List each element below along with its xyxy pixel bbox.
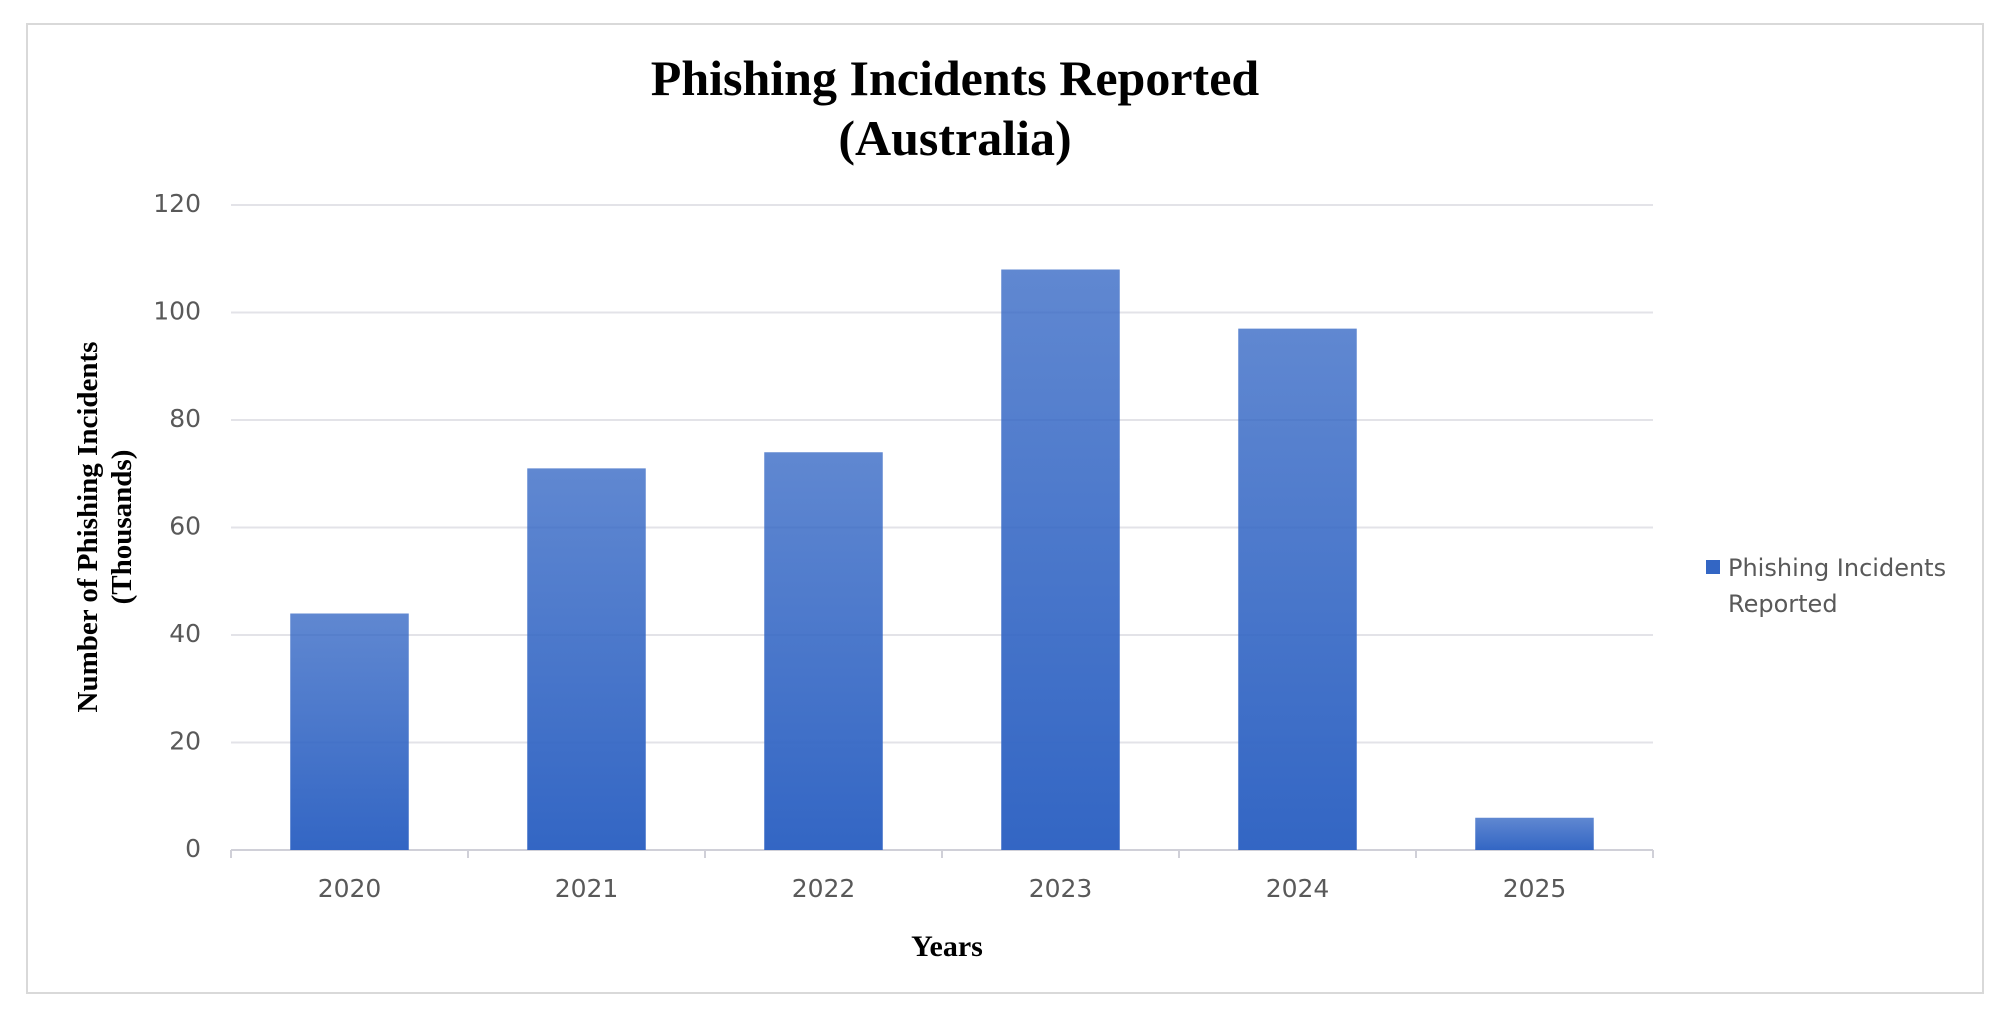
legend-swatch	[1706, 560, 1720, 574]
bar	[1475, 817, 1594, 850]
y-axis-title: Number of Phishing Incidents (Thousands)	[72, 341, 138, 713]
x-tick-label: 2022	[792, 874, 856, 903]
y-tick-label: 20	[169, 727, 201, 756]
x-tick-label: 2023	[1029, 874, 1093, 903]
y-tick-label: 80	[169, 404, 201, 433]
y-tick-label: 60	[169, 512, 201, 541]
bar	[1001, 269, 1120, 850]
bar	[764, 452, 883, 850]
x-tick-label: 2021	[555, 874, 619, 903]
legend: Phishing Incidents Reported	[1706, 550, 1966, 622]
bar	[290, 613, 409, 850]
bar	[1238, 328, 1357, 850]
y-tick-label: 100	[153, 297, 201, 326]
chart-title: Phishing Incidents Reported (Australia)	[650, 50, 1260, 166]
legend-label: Phishing Incidents Reported	[1728, 554, 1947, 618]
x-axis-title: Years	[911, 930, 983, 963]
x-tick-label: 2020	[318, 874, 382, 903]
x-tick-label: 2025	[1503, 874, 1567, 903]
x-tick-label: 2024	[1266, 874, 1330, 903]
chart-frame	[26, 23, 1984, 994]
y-tick-label: 120	[153, 189, 201, 218]
bar	[527, 468, 646, 850]
y-tick-label: 40	[169, 619, 201, 648]
y-tick-label: 0	[185, 834, 201, 863]
